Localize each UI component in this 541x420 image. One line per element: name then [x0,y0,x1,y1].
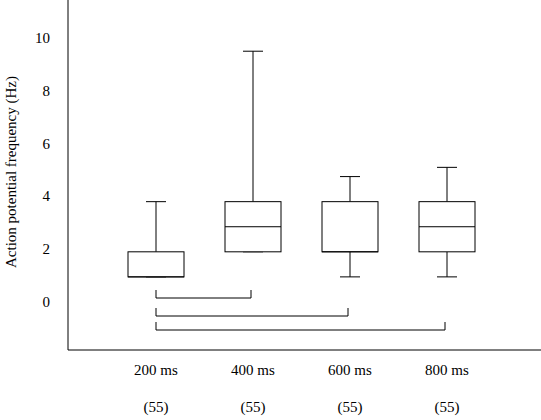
comparison-bracket [156,290,251,298]
x-tick-label: 400 ms [231,362,275,378]
y-tick-label: 2 [43,241,51,257]
upper-cap [243,51,263,52]
median [322,251,378,252]
comparison-bracket [156,308,348,316]
y-axis [68,0,69,350]
y-axis-label: Action potential frequency (Hz) [3,76,20,268]
upper-whisker [253,51,254,201]
box [322,202,378,252]
lower-cap [437,276,457,277]
x-tick-label: 200 ms [134,362,178,378]
x-tick-label: 600 ms [328,362,372,378]
chart: 0 2 4 6 8 10 Action potential frequency (Hz) 20… [0,0,541,420]
upper-whisker [156,202,157,252]
box [419,202,475,252]
y-tick-label: 8 [43,83,51,99]
upper-whisker [350,177,351,202]
median [128,276,184,277]
n-label: (55) [435,399,460,416]
median [419,226,475,227]
n-label: (55) [144,399,169,416]
x-tick-label: 800 ms [425,362,469,378]
lower-whisker [447,252,448,277]
upper-cap [340,176,360,177]
n-label: (55) [338,399,363,416]
comparison-bracket [156,322,445,330]
box [225,202,281,252]
upper-cap [146,201,166,202]
y-tick-label: 6 [43,136,51,152]
upper-whisker [447,167,448,201]
lower-cap [340,276,360,277]
y-tick-label: 0 [43,294,51,310]
median [225,226,281,227]
lower-whisker [350,252,351,277]
boxes [128,51,475,277]
x-axis [68,350,541,351]
upper-cap [437,167,457,168]
y-tick-label: 4 [43,188,51,204]
y-tick-label: 10 [35,30,50,46]
n-label: (55) [241,399,266,416]
box [128,252,184,277]
